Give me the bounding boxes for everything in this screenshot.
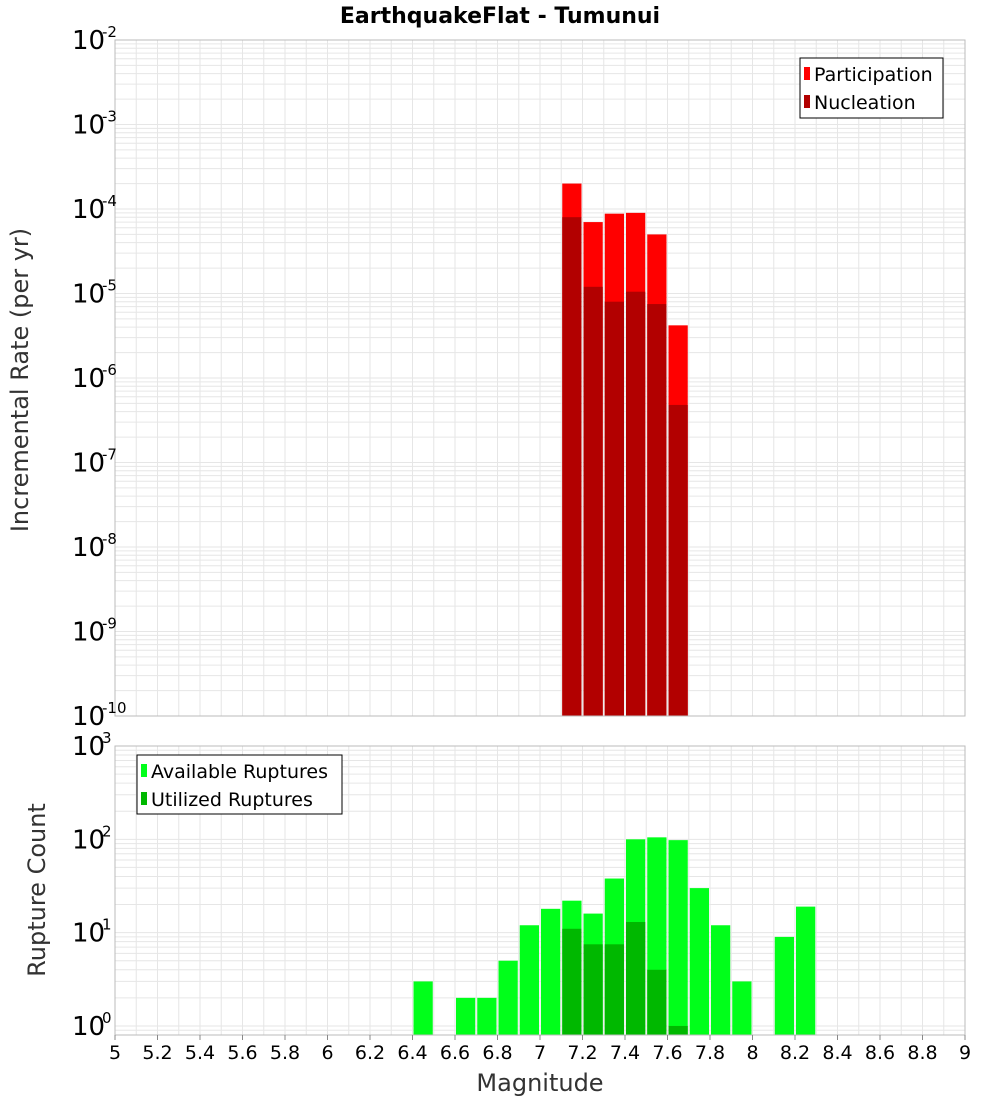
- top-y-tick-label: 10: [72, 618, 105, 648]
- legend-label: Nucleation: [814, 92, 916, 114]
- bar: [668, 1025, 688, 1035]
- bar: [689, 888, 709, 1035]
- top-y-tick-label: 10: [72, 364, 105, 394]
- top-panel: 10-1010-910-810-710-610-510-410-310-2Par…: [72, 23, 966, 732]
- bar: [413, 981, 433, 1035]
- bar: [647, 969, 667, 1035]
- legend-swatch: [141, 792, 147, 805]
- top-legend: Participation Nucleation: [799, 57, 944, 119]
- chart-title: EarthquakeFlat - Tumunui: [340, 4, 660, 29]
- bar: [626, 291, 646, 716]
- bottom-y-tick-exponent: 2: [102, 822, 112, 840]
- top-y-tick-exponent: -8: [102, 530, 117, 548]
- x-tick-label: 5.8: [270, 1042, 300, 1064]
- x-tick-label: 8.6: [865, 1042, 895, 1064]
- x-tick-label: 7.4: [610, 1042, 640, 1064]
- top-y-tick-exponent: -4: [102, 192, 117, 210]
- bottom-y-axis-title: Rupture Count: [23, 803, 51, 977]
- bottom-y-tick-label: 10: [72, 732, 105, 762]
- x-tick-label: 6.2: [355, 1042, 385, 1064]
- bar: [647, 304, 667, 716]
- top-y-tick-exponent: -7: [102, 446, 117, 464]
- bottom-y-tick-label: 10: [72, 919, 105, 949]
- bottom-y-tick-exponent: 1: [102, 916, 112, 934]
- top-y-tick-exponent: -9: [102, 615, 117, 633]
- x-tick-label: 5.6: [227, 1042, 257, 1064]
- bar: [604, 944, 624, 1035]
- top-y-tick-label: 10: [72, 195, 105, 225]
- bottom-y-tick-label: 10: [72, 825, 105, 855]
- x-tick-label: 8: [746, 1042, 758, 1064]
- x-tick-label: 8.4: [822, 1042, 852, 1064]
- bar: [668, 840, 688, 1035]
- bar: [519, 925, 539, 1035]
- legend-swatch: [804, 95, 810, 108]
- top-y-tick-label: 10: [72, 702, 105, 732]
- bar: [456, 997, 476, 1035]
- bar: [583, 286, 603, 716]
- bar: [498, 960, 518, 1035]
- top-y-tick-exponent: -6: [102, 361, 117, 379]
- bar: [732, 981, 752, 1035]
- x-tick-label: 8.8: [907, 1042, 937, 1064]
- legend-box: [136, 754, 343, 815]
- bar: [711, 925, 731, 1035]
- x-tick-label: 7: [534, 1042, 546, 1064]
- top-y-tick-exponent: -2: [102, 23, 117, 41]
- x-tick-label: 7.6: [652, 1042, 682, 1064]
- top-plot-frame: [114, 39, 966, 717]
- top-y-tick-exponent: -3: [102, 108, 117, 126]
- x-tick-label: 8.2: [780, 1042, 810, 1064]
- bar: [796, 906, 816, 1035]
- top-y-tick-exponent: -5: [102, 277, 117, 295]
- x-tick-label: 7.2: [567, 1042, 597, 1064]
- bar: [626, 922, 646, 1035]
- bar: [562, 217, 582, 716]
- bottom-y-tick-exponent: 0: [102, 1009, 112, 1027]
- bar: [668, 404, 688, 716]
- legend-swatch: [141, 764, 147, 777]
- x-axis-title: Magnitude: [476, 1069, 603, 1097]
- bottom-y-tick-exponent: 3: [102, 729, 112, 747]
- x-tick-label: 5.2: [142, 1042, 172, 1064]
- x-tick-label: 6.4: [397, 1042, 427, 1064]
- x-tick-label: 5: [109, 1042, 121, 1064]
- top-y-tick-label: 10: [72, 533, 105, 563]
- legend-label: Available Ruptures: [151, 761, 328, 783]
- x-tick-label: 6.6: [440, 1042, 470, 1064]
- top-y-axis-title: Incremental Rate (per yr): [6, 228, 34, 532]
- x-tick-label: 7.8: [695, 1042, 725, 1064]
- x-tick-label: 9: [959, 1042, 971, 1064]
- top-y-tick-label: 10: [72, 26, 105, 56]
- top-y-tick-label: 10: [72, 111, 105, 141]
- legend-label: Participation: [814, 64, 933, 86]
- legend-swatch: [804, 67, 810, 80]
- bottom-y-tick-label: 10: [72, 1012, 105, 1042]
- bottom-series-1: [562, 922, 688, 1035]
- top-series-1: [562, 217, 688, 716]
- legend-box: [799, 57, 944, 119]
- bar: [604, 301, 624, 716]
- bar: [562, 928, 582, 1035]
- bar: [477, 997, 497, 1035]
- top-horizontal-grid: [115, 43, 965, 692]
- x-tick-label: 6: [321, 1042, 333, 1064]
- bottom-legend: Available Ruptures Utilized Ruptures: [136, 754, 343, 815]
- x-tick-label: 5.4: [185, 1042, 215, 1064]
- top-y-tick-exponent: -10: [102, 699, 127, 717]
- top-y-tick-label: 10: [72, 280, 105, 310]
- bar: [541, 908, 561, 1035]
- x-tick-label: 6.8: [482, 1042, 512, 1064]
- bar: [583, 944, 603, 1035]
- top-y-tick-label: 10: [72, 449, 105, 479]
- bar: [774, 936, 794, 1035]
- legend-label: Utilized Ruptures: [151, 789, 313, 811]
